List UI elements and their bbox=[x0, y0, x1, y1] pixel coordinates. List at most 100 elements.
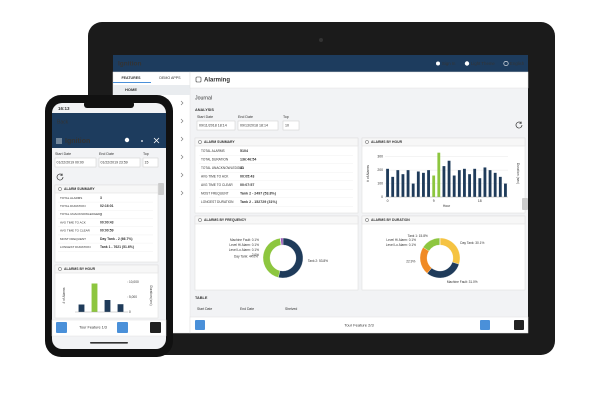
donut-slice bbox=[280, 237, 284, 246]
panel-icon bbox=[58, 267, 62, 271]
filter-input[interactable] bbox=[196, 120, 236, 131]
filter-label: Top bbox=[143, 152, 149, 156]
table-title: TABLE bbox=[195, 296, 208, 300]
tablet-camera bbox=[319, 38, 323, 42]
filter-label: Top bbox=[283, 115, 289, 119]
slice-label: Machine Fault: 31.0% bbox=[447, 280, 478, 284]
nav-chevron bbox=[180, 154, 184, 160]
more-icon bbox=[141, 140, 143, 142]
tour-label: Tour Feature 1/3 bbox=[79, 326, 107, 330]
language[interactable]: English bbox=[510, 61, 525, 66]
bar bbox=[498, 176, 502, 197]
bar bbox=[91, 283, 98, 312]
bar bbox=[463, 168, 466, 197]
slice-label: 22.9% bbox=[406, 260, 415, 264]
slice-label: Day Tank: 30.1% bbox=[460, 241, 484, 245]
summary-label: LONGEST DURATION bbox=[201, 200, 234, 204]
filter-value[interactable]: 15 bbox=[145, 160, 149, 164]
nav-chevron bbox=[180, 118, 184, 124]
panel-title: ALARMS BY HOUR bbox=[64, 267, 96, 271]
summary-label: TOTAL UNACKNOWLEDGED bbox=[201, 166, 244, 170]
phone-notch bbox=[84, 101, 134, 108]
bar bbox=[117, 304, 124, 312]
sign-in[interactable]: Sign In bbox=[442, 61, 456, 66]
filter-input[interactable] bbox=[237, 120, 279, 131]
summary-value: 02:16:01 bbox=[100, 204, 114, 208]
summary-label: TOTAL UNACKNOWLEDGED bbox=[60, 212, 101, 216]
slice-label: Day Tank: 44.0% bbox=[234, 255, 258, 259]
x-axis-label: Hour bbox=[443, 204, 451, 208]
bar bbox=[391, 176, 395, 197]
filter-input[interactable] bbox=[54, 157, 97, 168]
bar bbox=[488, 170, 492, 197]
summary-label: TOTAL ALARMS bbox=[60, 196, 82, 200]
filter-value[interactable]: 09/11/2018 18:14 bbox=[199, 123, 227, 127]
close-button[interactable] bbox=[514, 320, 524, 330]
y-tick-label: 5,000 bbox=[129, 295, 137, 299]
filter-value[interactable]: 01/22/2019 23:59 bbox=[101, 160, 128, 164]
footer-bar bbox=[51, 319, 167, 337]
top-bar bbox=[113, 55, 528, 72]
bar bbox=[78, 304, 85, 312]
nav-tab[interactable]: FEATURES bbox=[121, 76, 141, 80]
bar bbox=[386, 168, 389, 197]
footer-bar bbox=[189, 316, 529, 334]
summary-value: Tank 1 - 7621 (51.6%) bbox=[100, 245, 134, 249]
prev-button[interactable] bbox=[195, 320, 205, 330]
filter-value[interactable]: 10 bbox=[285, 123, 289, 127]
table-filter-label: End Date bbox=[240, 307, 254, 311]
bar bbox=[447, 160, 451, 197]
slice-label: Tank 2: 53.8% bbox=[308, 259, 328, 263]
slice-label: Level Lo Alarm: 0.1% bbox=[229, 248, 259, 252]
y-tick-label: 0 bbox=[129, 310, 131, 314]
summary-value: Day Tank - 2 (66.7%) bbox=[100, 237, 133, 241]
theme-toggle[interactable]: Light Theme bbox=[471, 61, 495, 66]
summary-value: Tank 2 - 152729 (31%) bbox=[240, 200, 278, 204]
summary-value: 41 bbox=[240, 166, 244, 170]
summary-label: TOTAL DURATION bbox=[60, 204, 86, 208]
bar bbox=[437, 152, 441, 197]
filter-value[interactable]: 09/13/2018 18:14 bbox=[240, 123, 268, 127]
back-link[interactable]: Back bbox=[57, 119, 69, 125]
filter-input[interactable] bbox=[282, 120, 300, 131]
filter-label: Start Date bbox=[197, 115, 213, 119]
next-button[interactable] bbox=[117, 322, 128, 333]
refresh-icon bbox=[515, 121, 523, 129]
panel-title: ALARM SUMMARY bbox=[204, 140, 235, 144]
y-axis-label: # of Alarms bbox=[62, 287, 66, 303]
home-row[interactable] bbox=[113, 85, 190, 95]
close-button[interactable] bbox=[150, 322, 161, 333]
panel-header bbox=[54, 264, 159, 274]
summary-label: AVG TIME TO ACK bbox=[201, 174, 229, 178]
bar bbox=[473, 168, 477, 197]
prev-button[interactable] bbox=[56, 322, 67, 333]
bar bbox=[452, 175, 456, 197]
bar bbox=[432, 175, 436, 197]
nav-tab[interactable]: DEMO APPS bbox=[159, 76, 181, 80]
slice-label: 2.0% bbox=[252, 253, 259, 257]
content-header bbox=[189, 71, 529, 89]
y-axis-label: # of Alarms bbox=[366, 165, 370, 182]
slice-label: Machine Fault: 0.1% bbox=[230, 238, 259, 242]
y2-axis-label: Duration (sec) bbox=[149, 285, 153, 305]
slice-label: Level Hi Alarm: 0.1% bbox=[386, 238, 416, 242]
summary-label: AVG TIME TO CLEAR bbox=[201, 183, 233, 187]
bar bbox=[493, 172, 497, 197]
next-button[interactable] bbox=[480, 320, 490, 330]
home-link[interactable]: HOME bbox=[125, 87, 137, 92]
filter-value[interactable]: 01/22/2019 00:00 bbox=[57, 160, 84, 164]
summary-value: 3 bbox=[100, 196, 102, 200]
user-icon bbox=[124, 137, 130, 143]
bar bbox=[422, 172, 425, 197]
panel-header bbox=[361, 215, 526, 225]
summary-value: 136:46:54 bbox=[240, 157, 256, 161]
page-title: Alarming bbox=[204, 78, 230, 84]
panel-icon bbox=[198, 218, 202, 222]
bar bbox=[401, 174, 405, 197]
summary-value: 00:00:59 bbox=[100, 229, 114, 233]
bar bbox=[427, 170, 430, 197]
filter-input[interactable] bbox=[142, 157, 159, 168]
filter-input[interactable] bbox=[98, 157, 141, 168]
home-indicator bbox=[90, 342, 128, 344]
status-time: 16:13 bbox=[58, 106, 70, 111]
